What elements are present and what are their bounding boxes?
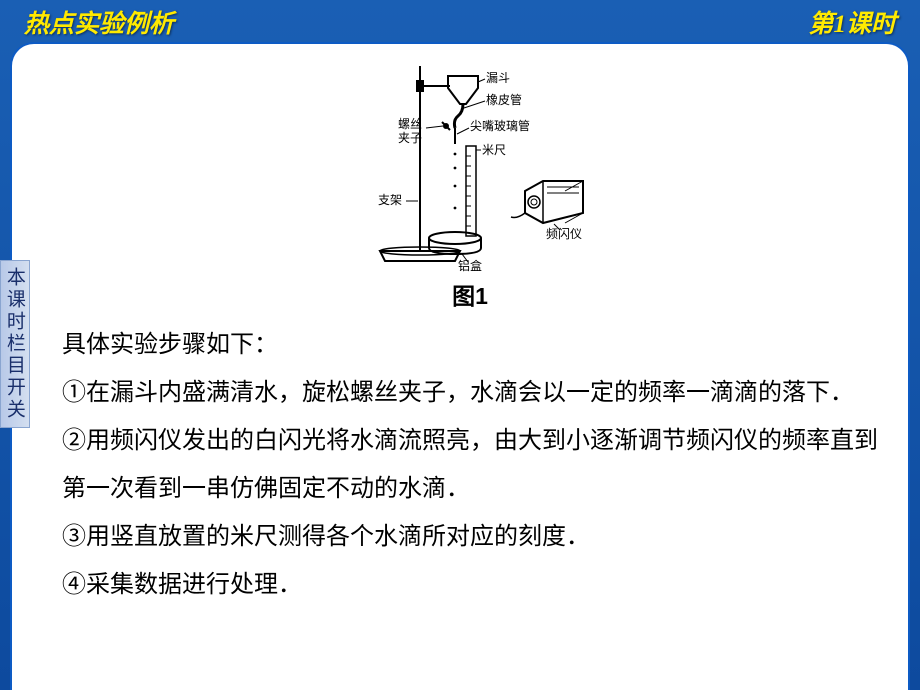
step-1: ①在漏斗内盛满清水，旋松螺丝夹子，水滴会以一定的频率一滴滴的落下． bbox=[62, 369, 878, 417]
header-title-right: 第1课时 bbox=[808, 4, 896, 40]
diagram-caption: 图1 bbox=[62, 277, 878, 311]
step-4: ④采集数据进行处理． bbox=[62, 561, 878, 609]
experiment-diagram: 漏斗 橡皮管 螺丝 夹子 尖嘴玻璃管 米尺 支架 铝盒 频闪仪 bbox=[330, 56, 610, 276]
header-title-left: 热点实验例析 bbox=[24, 4, 174, 40]
label-glass-tube: 尖嘴玻璃管 bbox=[470, 118, 530, 133]
label-funnel: 漏斗 bbox=[486, 71, 510, 85]
diagram-area: 漏斗 橡皮管 螺丝 夹子 尖嘴玻璃管 米尺 支架 铝盒 频闪仪 图1 bbox=[62, 56, 878, 311]
content-panel: 漏斗 橡皮管 螺丝 夹子 尖嘴玻璃管 米尺 支架 铝盒 频闪仪 图1 具体实验步… bbox=[10, 42, 910, 690]
label-al-box: 铝盒 bbox=[458, 258, 482, 273]
label-screw-clip-1: 螺丝 bbox=[398, 117, 422, 131]
sidebar-tab[interactable]: 本课时栏目开关 bbox=[0, 260, 30, 428]
step-2: ②用频闪仪发出的白闪光将水滴流照亮，由大到小逐渐调节频闪仪的频率直到第一次看到一… bbox=[62, 417, 878, 513]
label-stand: 支架 bbox=[378, 193, 402, 207]
label-rubber-tube: 橡皮管 bbox=[486, 92, 522, 107]
label-ruler: 米尺 bbox=[482, 143, 506, 157]
sidebar-tab-label: 本课时栏目开关 bbox=[3, 267, 24, 421]
steps-intro: 具体实验步骤如下： bbox=[62, 321, 878, 369]
header: 热点实验例析 第1课时 bbox=[0, 0, 920, 42]
step-3: ③用竖直放置的米尺测得各个水滴所对应的刻度． bbox=[62, 513, 878, 561]
label-screw-clip-2: 夹子 bbox=[398, 131, 422, 145]
label-strobe: 频闪仪 bbox=[546, 227, 582, 241]
